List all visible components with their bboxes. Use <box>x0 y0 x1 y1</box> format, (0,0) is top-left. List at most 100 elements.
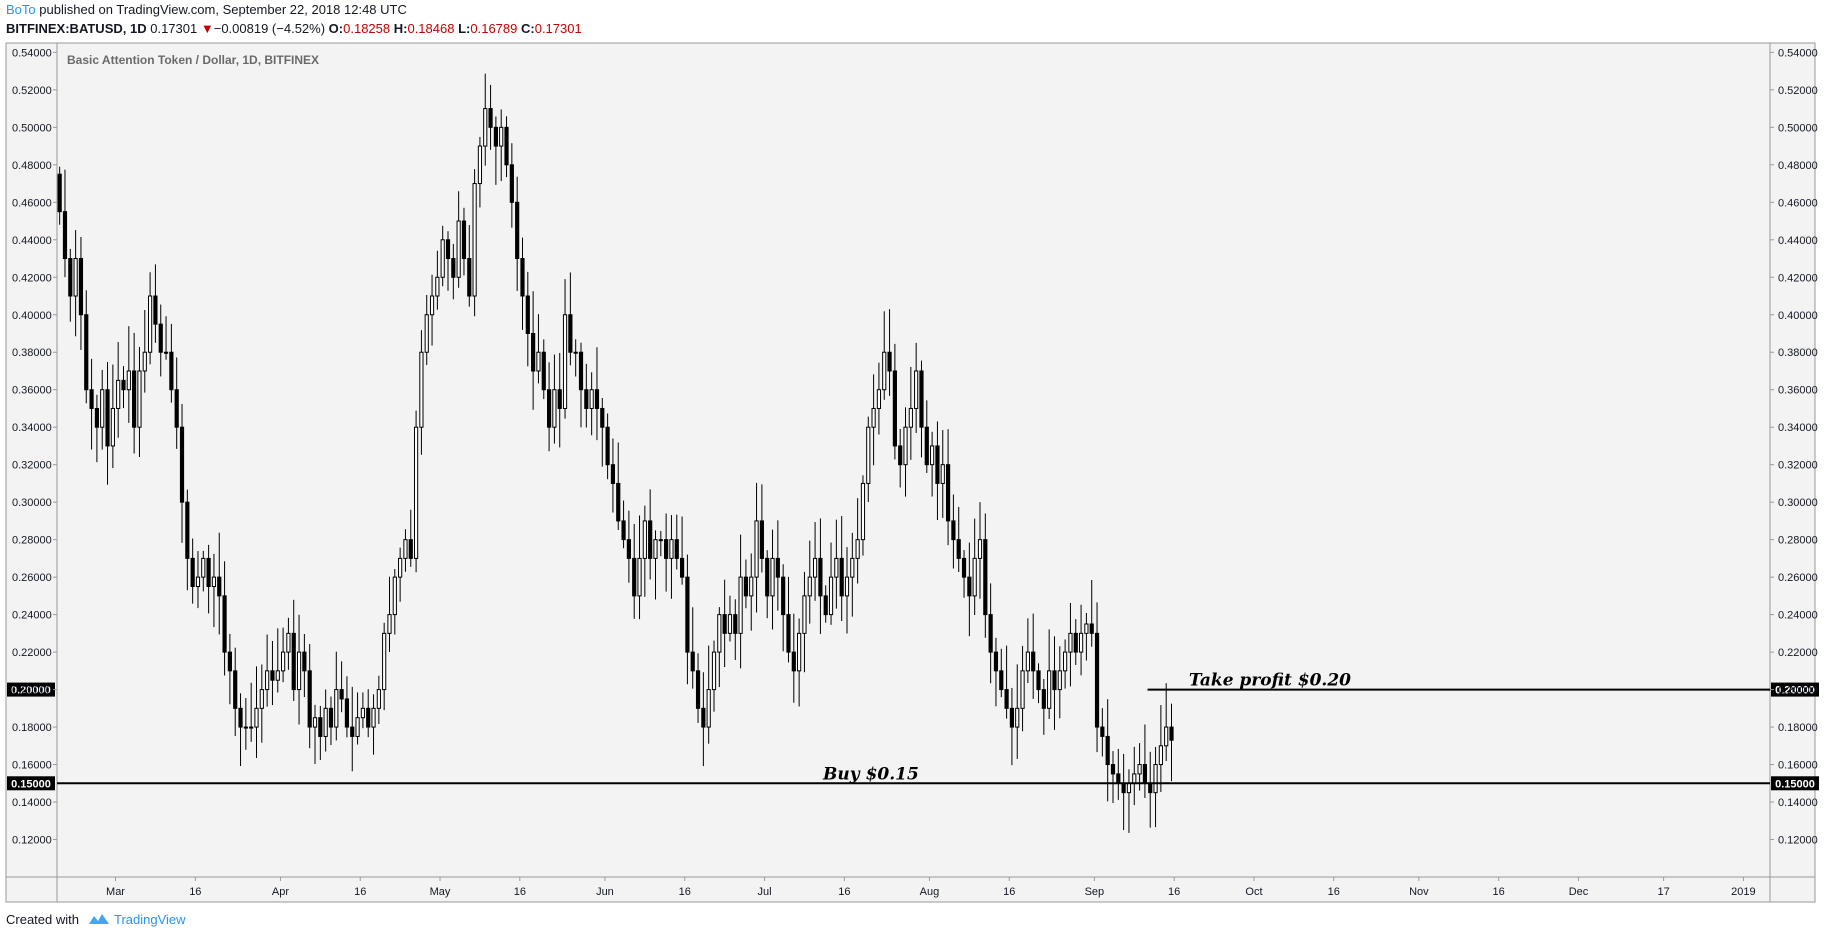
candle-body-up <box>1164 726 1169 747</box>
candle-body-down <box>695 670 701 709</box>
candle-body-down <box>557 389 562 409</box>
candle <box>286 617 291 670</box>
candle <box>754 482 759 613</box>
candle <box>1100 708 1105 757</box>
candle <box>296 614 302 725</box>
candle <box>1004 645 1009 719</box>
candle-body-down <box>791 651 796 672</box>
candle-body-up <box>142 351 147 372</box>
candle-body-up <box>392 576 397 616</box>
price-line-label-box-right <box>1771 682 1819 697</box>
author-link[interactable]: BoTo <box>6 2 36 17</box>
candle <box>642 505 647 597</box>
candle <box>190 538 195 604</box>
candle-body-up <box>669 539 674 559</box>
y-tick-label-right: 0.40000 <box>1778 310 1818 322</box>
candle <box>355 692 360 745</box>
y-tick-label-right: 0.32000 <box>1778 460 1818 472</box>
candle-body-up <box>882 351 887 391</box>
candle <box>318 705 323 760</box>
candle-body-up <box>727 614 733 634</box>
candle <box>1020 645 1025 732</box>
candle-body-up <box>860 482 866 541</box>
y-tick-label-right: 0.30000 <box>1778 497 1818 509</box>
candle <box>759 484 764 573</box>
candle-body-up <box>1068 632 1073 653</box>
candle-body-up <box>562 314 568 409</box>
candle-body-up <box>456 220 461 278</box>
candle-body-up <box>536 351 541 372</box>
candle <box>121 366 126 409</box>
candle-body-up <box>73 258 78 297</box>
candle <box>280 627 286 683</box>
candle-body-down <box>546 389 552 428</box>
candle-body-down <box>759 520 764 559</box>
x-tick-label: 16 <box>838 886 850 898</box>
candle-body-down <box>488 108 493 128</box>
candle <box>834 519 839 609</box>
candle-body-up <box>296 651 302 691</box>
candle-body-down <box>531 332 536 372</box>
tradingview-link[interactable]: TradingView <box>114 912 186 927</box>
candle <box>110 364 115 469</box>
y-tick-label-left: 0.44000 <box>12 235 52 247</box>
candle <box>621 500 626 549</box>
x-tick-label: Apr <box>272 886 289 898</box>
candle-body-up <box>477 145 483 185</box>
candle <box>435 250 440 310</box>
candle <box>701 672 706 767</box>
candle <box>116 342 121 438</box>
candle <box>1164 683 1169 761</box>
candle <box>105 361 110 485</box>
x-tick-label: Aug <box>920 886 940 898</box>
candle <box>722 579 727 667</box>
candle-body-up <box>1057 670 1062 691</box>
y-tick-label-right: 0.44000 <box>1778 235 1818 247</box>
candle-body-down <box>84 314 89 391</box>
candle <box>525 271 530 367</box>
candle-body-down <box>945 464 951 522</box>
candle <box>993 637 999 707</box>
price-change: −0.00819 (−4.52%) <box>213 21 326 36</box>
candle-body-up <box>382 632 387 691</box>
candle-body-down <box>132 370 137 428</box>
candle-body-down <box>1142 764 1148 784</box>
candle-body-up <box>1158 745 1163 766</box>
candle-body-up <box>573 351 578 354</box>
candle <box>419 330 424 455</box>
candle <box>781 564 786 652</box>
candle-body-down <box>366 707 371 728</box>
x-tick-label: 16 <box>189 886 201 898</box>
candle <box>653 530 658 600</box>
candle <box>903 407 908 497</box>
candle <box>876 362 882 435</box>
candle-body-up <box>387 614 392 634</box>
price-line-label-box-right <box>1771 776 1819 791</box>
candle-body-down <box>68 258 73 297</box>
candle <box>770 529 775 630</box>
candle <box>844 547 850 634</box>
candle <box>84 290 89 404</box>
y-tick-label-right: 0.48000 <box>1778 160 1818 172</box>
y-tick-label-left: 0.26000 <box>12 572 52 584</box>
candle <box>1047 629 1052 720</box>
candle <box>515 176 520 291</box>
candle <box>132 332 137 454</box>
x-tick-label: 16 <box>679 886 691 898</box>
candle <box>323 689 328 752</box>
candle <box>578 342 584 428</box>
candle <box>148 272 153 365</box>
candle-body-up <box>376 689 381 709</box>
candle-body-down <box>493 126 498 147</box>
candle <box>924 400 929 473</box>
candle <box>908 366 913 460</box>
candle-body-down <box>222 595 227 653</box>
candle <box>823 585 828 623</box>
y-tick-label-left: 0.32000 <box>12 460 52 472</box>
candle-body-up <box>323 707 328 737</box>
candle-body-up <box>483 108 488 147</box>
candle <box>536 314 541 384</box>
candle <box>440 225 445 287</box>
price-line-label-left: 0.15000 <box>11 778 51 790</box>
